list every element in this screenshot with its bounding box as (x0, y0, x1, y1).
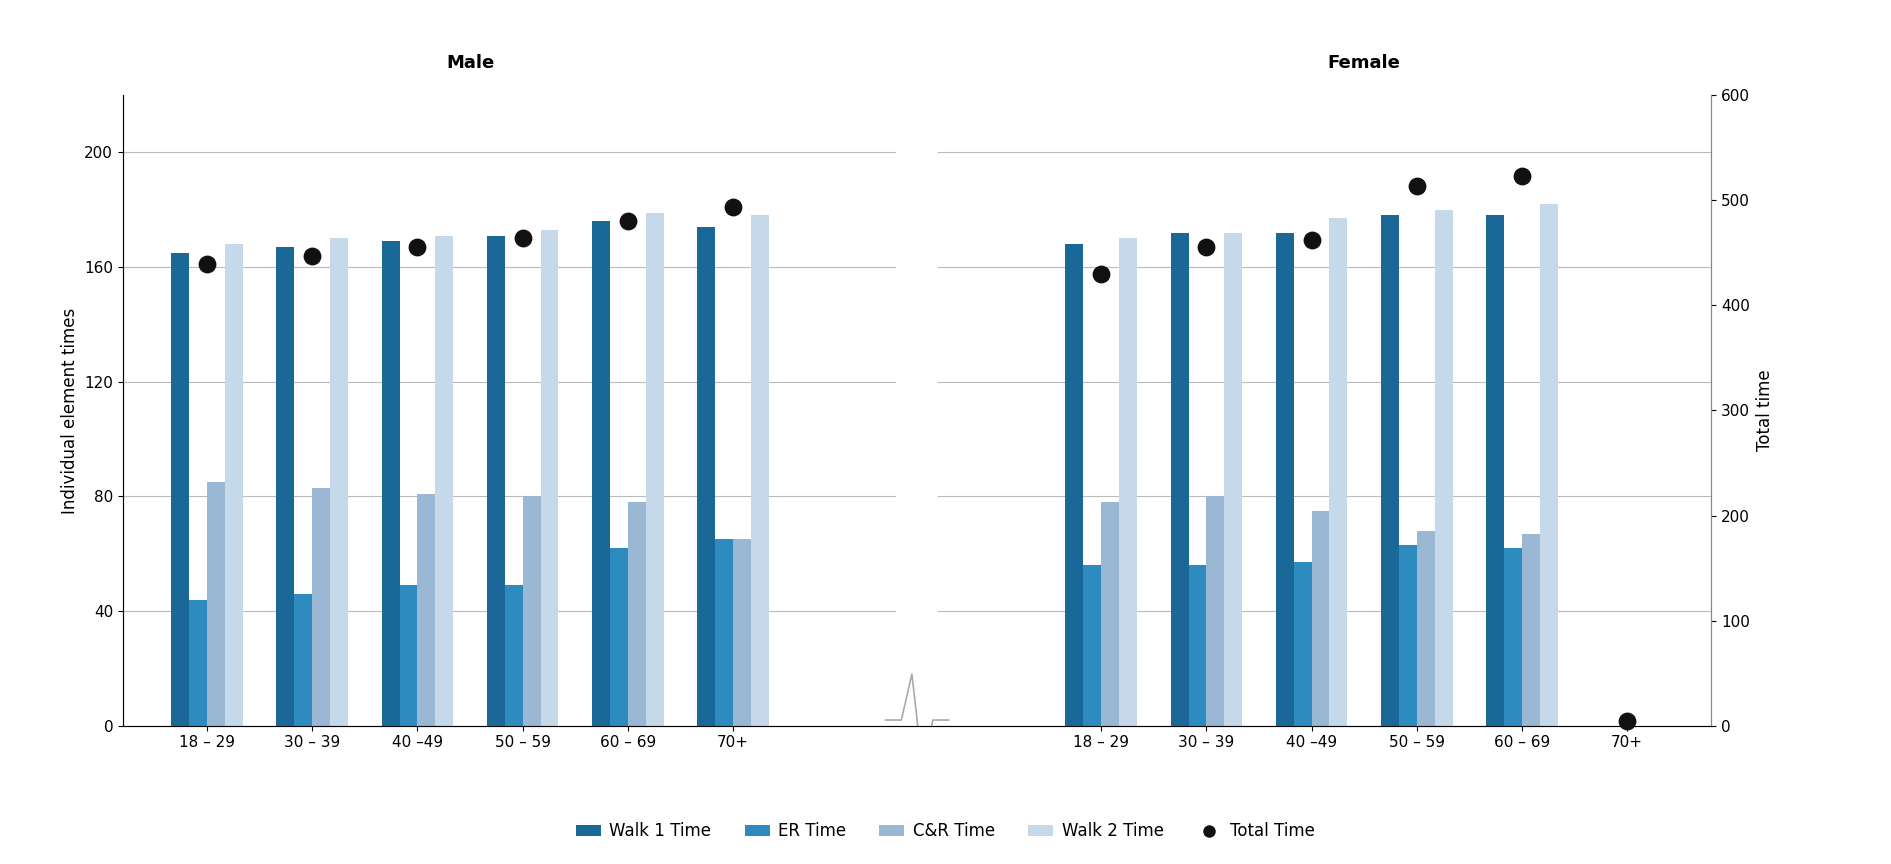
Bar (645, 213, 664, 726)
Point (719, 200, 749, 213)
Point (613, 214, 643, 228)
Bar (1522, 534, 1539, 726)
Bar (1539, 204, 1558, 726)
Bar (189, 600, 208, 726)
Bar (541, 230, 558, 726)
Bar (751, 215, 770, 726)
Bar (1065, 245, 1084, 726)
Point (1507, 169, 1537, 183)
Bar (1189, 565, 1206, 726)
Point (403, 240, 433, 254)
Text: Male: Male (446, 54, 494, 72)
Y-axis label: Total time: Total time (1755, 370, 1774, 451)
Point (507, 232, 537, 245)
Point (193, 257, 223, 271)
Point (1297, 233, 1327, 247)
Bar (628, 502, 645, 726)
Legend: Walk 1 Time, ER Time, C&R Time, Walk 2 Time, Total Time: Walk 1 Time, ER Time, C&R Time, Walk 2 T… (569, 816, 1322, 847)
Bar (399, 585, 418, 726)
Bar (225, 245, 242, 726)
Bar (1119, 238, 1136, 726)
Bar (1101, 502, 1119, 726)
Bar (1223, 232, 1242, 726)
Bar (611, 548, 628, 726)
Bar (1206, 497, 1223, 726)
Bar (172, 253, 189, 726)
Point (1401, 180, 1431, 194)
Bar (592, 221, 611, 726)
Bar (1435, 210, 1452, 726)
Point (297, 249, 327, 263)
Bar (1399, 545, 1416, 726)
Bar (1171, 232, 1189, 726)
Bar (331, 238, 348, 726)
Bar (522, 497, 541, 726)
Bar (382, 241, 399, 726)
Bar (715, 539, 734, 726)
Bar (418, 493, 435, 726)
Point (1611, 714, 1641, 727)
Bar (486, 236, 505, 726)
Bar (1312, 511, 1329, 726)
Bar (276, 247, 295, 726)
Bar (1293, 562, 1312, 726)
Bar (505, 585, 522, 726)
Text: Female: Female (1327, 54, 1401, 72)
Bar (698, 227, 715, 726)
Bar (312, 488, 331, 726)
Bar (1503, 548, 1522, 726)
Bar (734, 539, 751, 726)
Bar (1486, 215, 1503, 726)
Y-axis label: Individual element times: Individual element times (61, 308, 79, 513)
Bar (1276, 232, 1293, 726)
Bar (1329, 219, 1348, 726)
Point (1191, 240, 1222, 254)
Bar (1084, 565, 1101, 726)
Bar (1416, 530, 1435, 726)
Bar (1380, 215, 1399, 726)
Bar (208, 482, 225, 726)
Bar (295, 594, 312, 726)
Point (1085, 267, 1116, 281)
Bar (435, 236, 454, 726)
